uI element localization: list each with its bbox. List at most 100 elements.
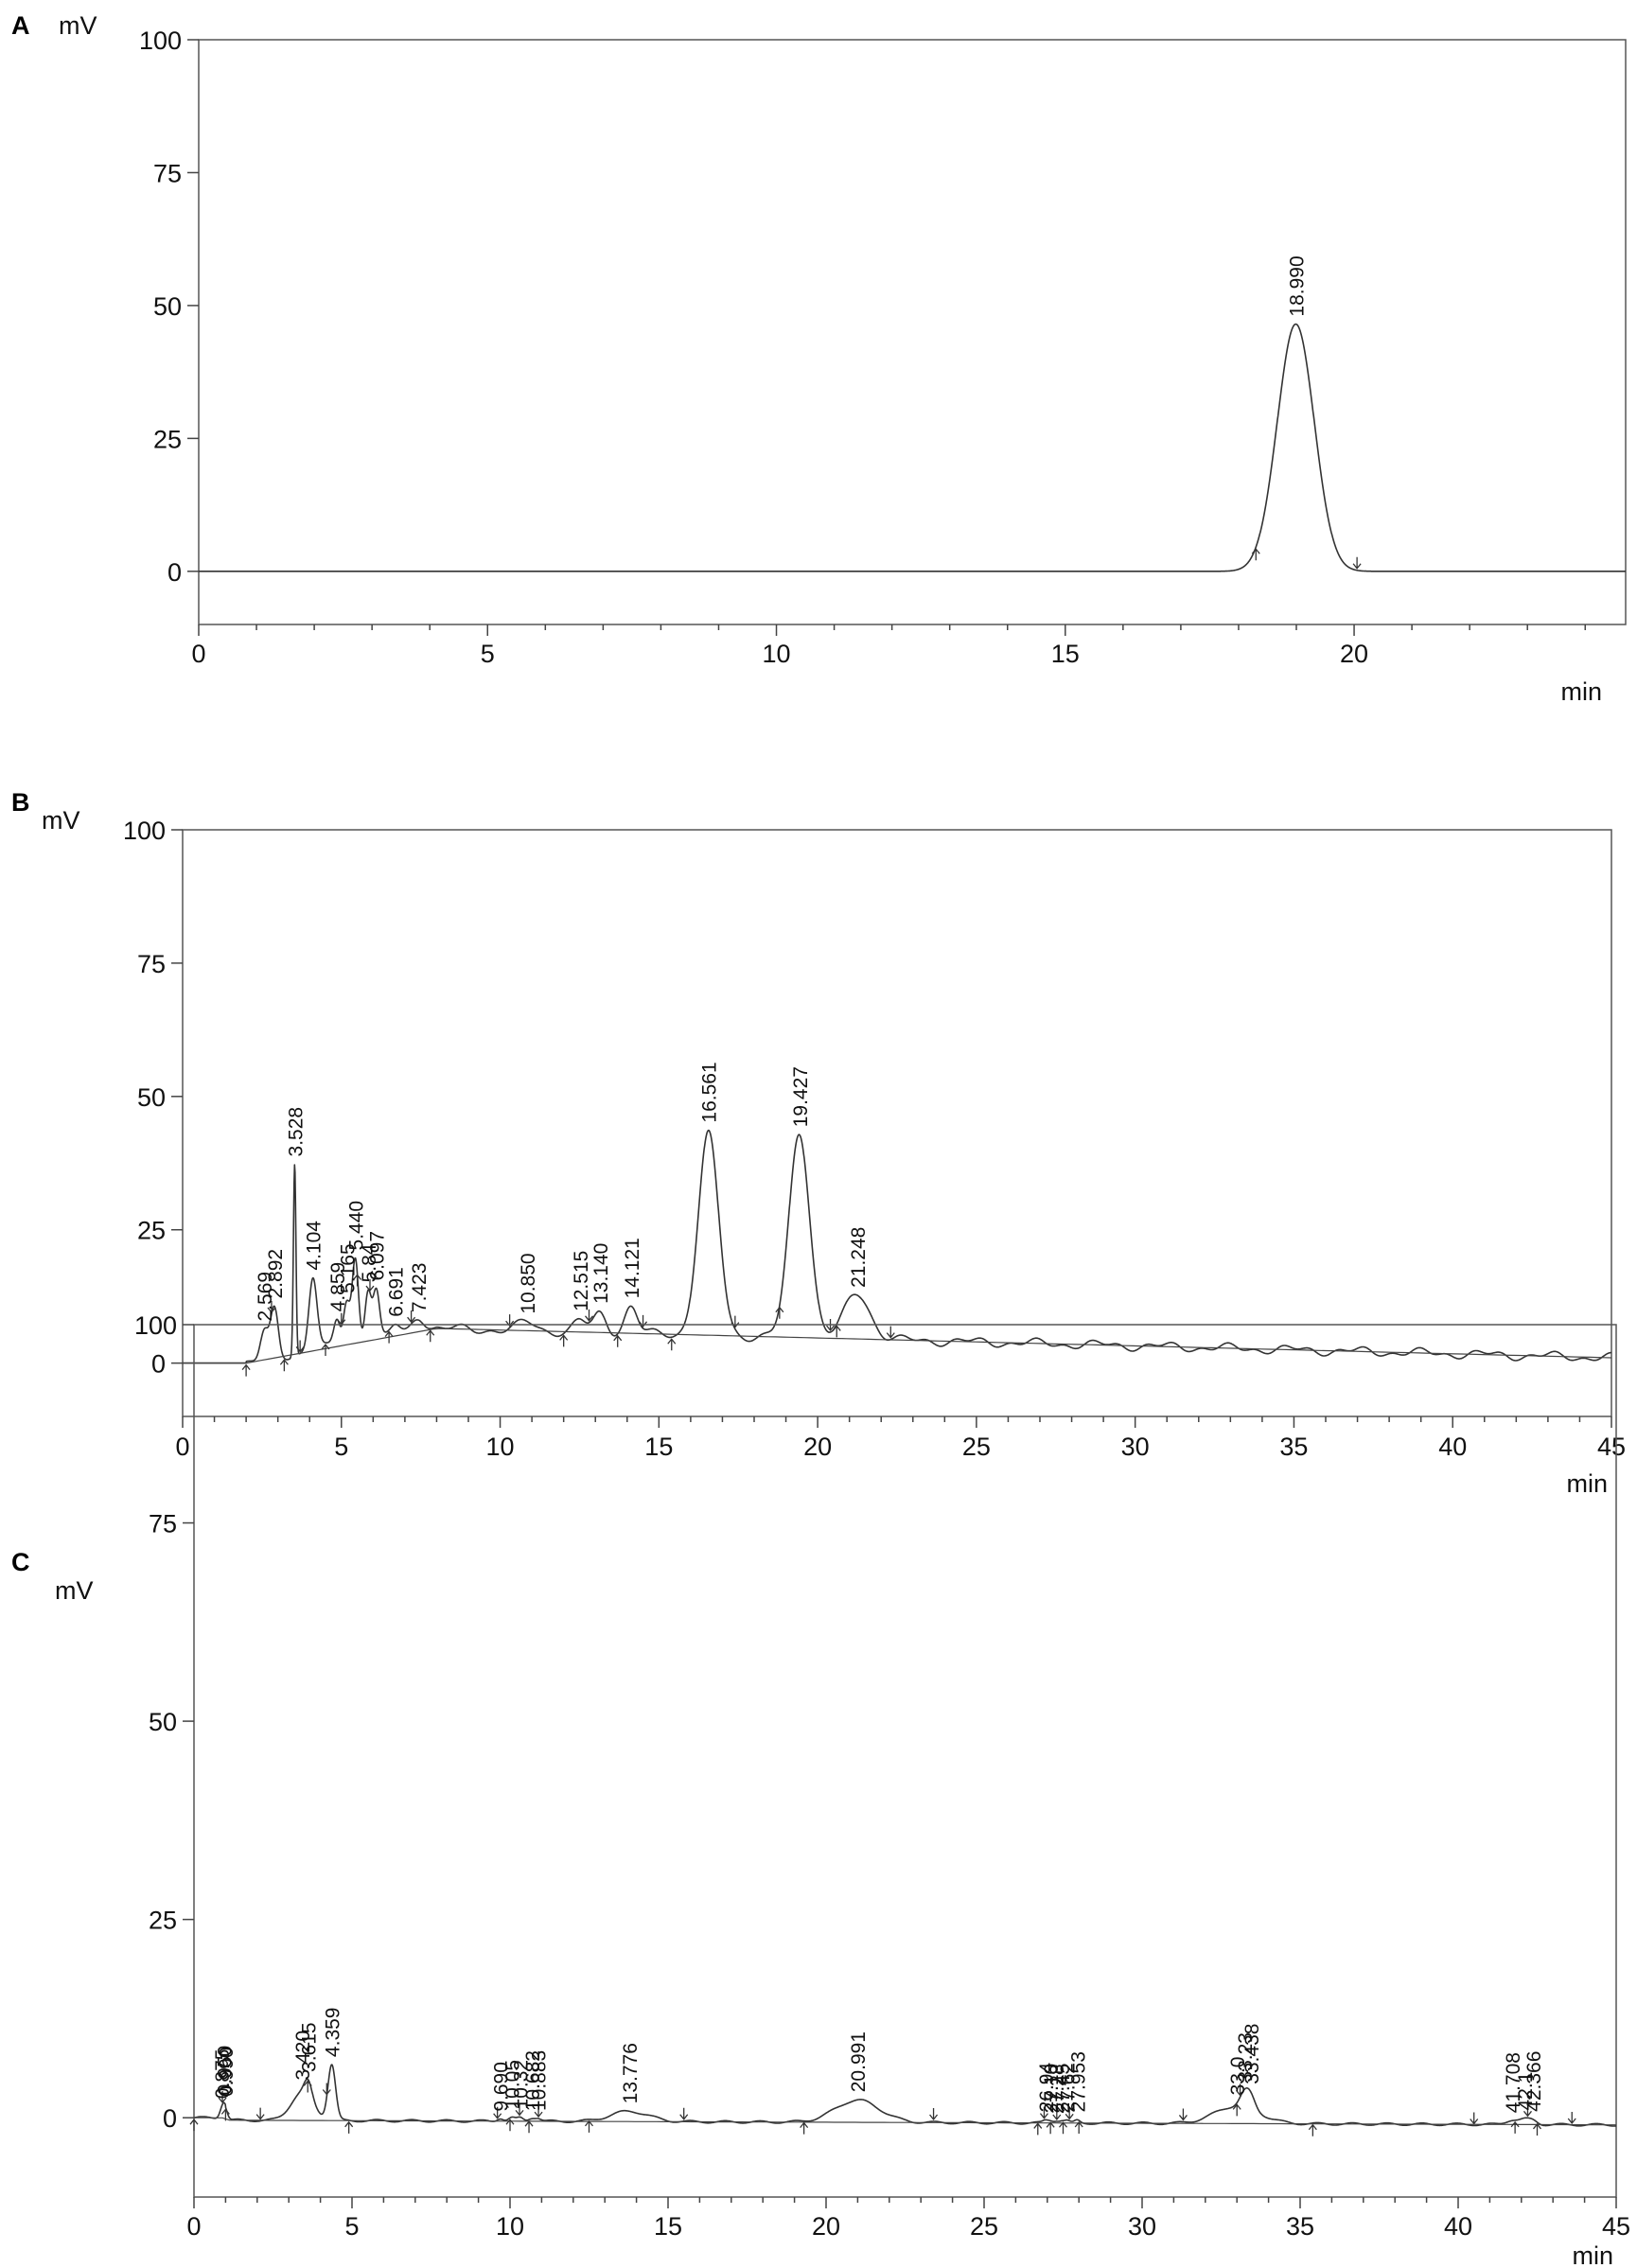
- integration-mark: [1052, 2108, 1062, 2121]
- integration-mark: [1352, 556, 1362, 570]
- peak-label: 27.62: [1058, 2063, 1080, 2113]
- integration-mark: [775, 1306, 784, 1319]
- peak-label: 10.32: [511, 2060, 533, 2110]
- peak-label: 3.528: [285, 1107, 307, 1157]
- peak-label: 0.990: [216, 2047, 238, 2097]
- integration-mark: [1532, 2122, 1542, 2136]
- y-tick-label: 100: [134, 1311, 177, 1340]
- peak-label: 27.10: [1041, 2064, 1063, 2114]
- integration-mark: [613, 1334, 623, 1347]
- peak-label: 13.776: [620, 2043, 642, 2103]
- integration-mark: [279, 1359, 289, 1372]
- integration-mark: [667, 1338, 677, 1351]
- x-tick-label: 0: [175, 1433, 189, 1461]
- x-tick-label: 45: [1597, 1433, 1626, 1461]
- integration-mark: [559, 1334, 569, 1347]
- y-tick-label: 100: [139, 26, 182, 55]
- x-tick-label: 45: [1602, 2212, 1630, 2241]
- x-tick-label: 35: [1279, 1433, 1308, 1461]
- integration-mark: [886, 1326, 895, 1339]
- panel-letter: C: [11, 1548, 30, 1576]
- integration-mark: [800, 2121, 809, 2135]
- peak-label: 10.883: [528, 2050, 550, 2111]
- x-tick-label: 10: [496, 2212, 524, 2241]
- peak-label: 27.45: [1052, 2064, 1074, 2114]
- x-tick-label: 15: [654, 2212, 682, 2241]
- integration-mark: [189, 2119, 199, 2132]
- integration-mark: [220, 2108, 230, 2121]
- chromatogram-trace: [193, 2064, 1617, 2127]
- integration-mark: [1033, 2122, 1043, 2136]
- integration-mark: [493, 2106, 502, 2119]
- peak-label: 18.990: [1286, 255, 1308, 316]
- x-tick-label: 20: [1340, 640, 1368, 668]
- integration-mark: [384, 1330, 394, 1344]
- integration-mark: [241, 1363, 251, 1377]
- integration-mark: [267, 1300, 276, 1314]
- x-axis-unit: min: [1566, 1469, 1608, 1498]
- x-tick-label: 20: [803, 1433, 832, 1461]
- peak-label: 13.140: [590, 1243, 612, 1304]
- integration-mark: [515, 2103, 524, 2117]
- peak-label: 14.121: [622, 1238, 643, 1298]
- integration-mark: [1065, 2107, 1074, 2120]
- peak-label: 10.850: [518, 1253, 539, 1313]
- x-axis-unit: min: [1560, 677, 1602, 706]
- integration-mark: [407, 1310, 416, 1324]
- integration-mark: [585, 1309, 594, 1322]
- integration-mark: [1178, 2108, 1188, 2121]
- peak-label: 4.359: [323, 2008, 344, 2058]
- y-tick-label: 75: [149, 1510, 177, 1538]
- peak-label: 33.438: [1241, 2024, 1263, 2084]
- peak-label: 10.05: [502, 2060, 524, 2110]
- peak-label: 42.366: [1523, 2051, 1545, 2112]
- y-tick-label: 25: [153, 425, 182, 453]
- integration-mark: [255, 2107, 265, 2120]
- chromatogram-trace: [182, 1129, 1612, 1364]
- integration-mark: [1236, 2083, 1245, 2097]
- y-tick-label: 50: [149, 1708, 177, 1736]
- integration-mark: [344, 2120, 354, 2134]
- peak-label: 33.0: [1227, 2056, 1249, 2095]
- integration-mark: [534, 2105, 543, 2119]
- integration-mark: [505, 2119, 515, 2132]
- integration-mark: [1232, 2103, 1241, 2117]
- peak-label: 16.561: [699, 1062, 721, 1122]
- plot-frame: [182, 829, 1612, 1417]
- peak-label: 41.708: [1503, 2052, 1524, 2113]
- x-tick-label: 25: [962, 1433, 991, 1461]
- peak-label: 20.991: [848, 2031, 870, 2092]
- integration-mark: [321, 1343, 330, 1357]
- peak-label: 5.84: [359, 1243, 380, 1282]
- x-tick-label: 10: [486, 1433, 515, 1461]
- y-tick-label: 0: [151, 1350, 166, 1379]
- peak-label: 42.1: [1515, 2072, 1537, 2111]
- x-tick-label: 40: [1444, 2212, 1472, 2241]
- integration-mark: [584, 2119, 594, 2133]
- peak-label: 7.423: [409, 1263, 431, 1313]
- peak-label: 3.420: [292, 2031, 314, 2081]
- y-tick-label: 25: [137, 1217, 166, 1245]
- y-axis-unit: mV: [42, 806, 80, 835]
- integration-mark: [1523, 2104, 1532, 2118]
- integration-mark: [1046, 2121, 1055, 2135]
- integration-baseline: [183, 1327, 1612, 1364]
- peak-label: 6.691: [386, 1267, 408, 1317]
- integration-mark: [1058, 2121, 1068, 2135]
- x-tick-label: 40: [1438, 1433, 1467, 1461]
- x-tick-label: 30: [1121, 1433, 1150, 1461]
- y-tick-label: 0: [167, 558, 182, 587]
- x-tick-label: 15: [1051, 640, 1080, 668]
- integration-mark: [303, 2080, 312, 2093]
- y-tick-label: 50: [153, 292, 182, 321]
- integration-mark: [426, 1329, 435, 1343]
- integration-mark: [1470, 2112, 1479, 2125]
- peak-label: 6.097: [367, 1231, 389, 1281]
- integration-mark: [832, 1325, 841, 1338]
- x-tick-label: 5: [334, 1433, 348, 1461]
- x-tick-label: 5: [344, 2212, 359, 2241]
- integration-mark: [1251, 548, 1260, 561]
- peak-label: 4.104: [304, 1221, 326, 1271]
- peak-label: 10.682: [522, 2050, 544, 2111]
